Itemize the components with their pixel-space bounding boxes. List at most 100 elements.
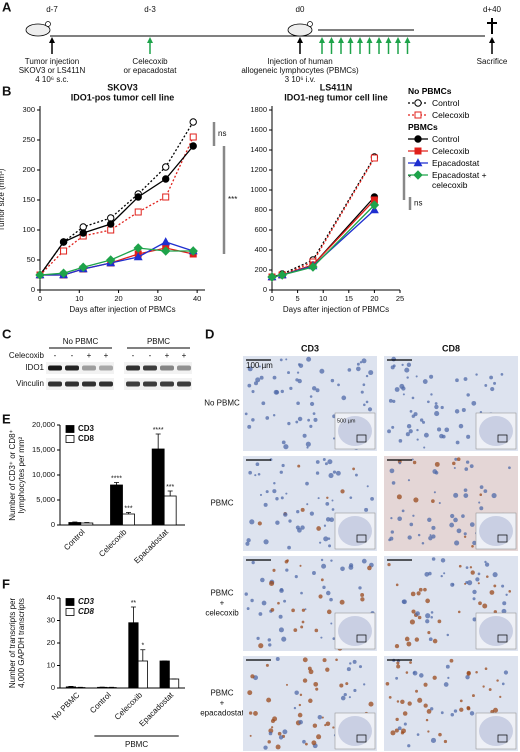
cell xyxy=(400,731,405,735)
cell xyxy=(272,716,278,722)
scale-label: 100 µm xyxy=(246,361,273,370)
cell xyxy=(493,584,497,588)
cell xyxy=(404,367,410,373)
cell xyxy=(263,539,269,545)
bar xyxy=(65,686,77,689)
cell xyxy=(499,695,502,699)
axis xyxy=(271,106,400,291)
cell xyxy=(305,441,311,447)
legend-entry: Control xyxy=(408,134,518,144)
cell xyxy=(288,519,292,523)
legend-sample xyxy=(408,158,428,167)
cell xyxy=(490,386,495,392)
cell xyxy=(453,517,458,523)
cell xyxy=(311,386,317,391)
marker xyxy=(189,142,197,150)
cell xyxy=(297,528,302,533)
cell xyxy=(356,362,360,366)
cell xyxy=(401,599,406,604)
cell xyxy=(471,400,477,406)
cell xyxy=(261,401,266,406)
cell xyxy=(454,457,458,461)
cell xyxy=(258,643,264,649)
cell xyxy=(407,701,412,706)
y-tick-label: 40 xyxy=(47,593,55,602)
cell xyxy=(457,610,461,614)
cell xyxy=(341,395,347,401)
cell xyxy=(466,706,471,711)
cell xyxy=(312,412,316,416)
cell xyxy=(279,588,284,592)
y-axis-label: 4,000 GAPDH transcripts xyxy=(17,598,26,688)
cell xyxy=(354,473,358,477)
error-bar xyxy=(140,649,146,661)
legend-sample xyxy=(408,135,428,143)
series-line xyxy=(271,196,375,278)
y-tick-label: 1200 xyxy=(250,165,267,174)
y-tick-label: 200 xyxy=(254,265,267,274)
significance-label: ns xyxy=(414,199,422,208)
cell xyxy=(402,711,408,716)
cell xyxy=(489,590,495,595)
cell xyxy=(367,407,373,412)
cell xyxy=(407,744,411,748)
cell xyxy=(272,375,277,380)
cell xyxy=(339,683,344,688)
legend-label: CD3 xyxy=(78,597,95,606)
cell xyxy=(456,528,462,534)
cell xyxy=(267,740,271,744)
y-tick-label: 0 xyxy=(263,285,267,294)
y-tick-label: 10,000 xyxy=(32,470,55,479)
cell xyxy=(425,613,431,619)
cell xyxy=(332,637,336,641)
significance-label: *** xyxy=(124,505,132,512)
y-axis-label: Tumor size (mm³) xyxy=(0,168,6,231)
cell xyxy=(254,474,257,477)
inset-tissue xyxy=(338,516,372,546)
cell xyxy=(360,390,364,394)
cell xyxy=(321,563,327,569)
blot-sign: + xyxy=(87,351,92,360)
timeline-text: Tumor injection xyxy=(25,57,79,66)
cell xyxy=(489,375,494,380)
significance-label: ns xyxy=(218,129,226,138)
cell xyxy=(387,562,391,567)
cell xyxy=(406,362,412,367)
legend-swatch xyxy=(65,425,75,433)
cell xyxy=(469,464,474,469)
cell xyxy=(301,608,306,612)
cell xyxy=(287,421,291,426)
marker xyxy=(161,237,171,246)
cell xyxy=(409,522,414,527)
x-tick-label: Epacadostat xyxy=(137,690,175,728)
cell xyxy=(278,627,284,633)
mouse-icon xyxy=(25,23,51,37)
y-tick-label: 0 xyxy=(51,683,55,692)
blot-sign: - xyxy=(149,351,152,360)
x-tick-label: 10 xyxy=(319,294,327,303)
cell xyxy=(478,501,481,504)
cell xyxy=(428,637,433,642)
timeline-text: SKOV3 or LS411N xyxy=(19,66,86,75)
cell xyxy=(444,427,450,433)
cell xyxy=(443,739,448,744)
y-tick-label: 800 xyxy=(254,205,267,214)
marker xyxy=(414,135,422,143)
cell xyxy=(297,363,301,366)
cell xyxy=(255,462,260,467)
chart-title: LS411N xyxy=(320,82,353,92)
cell xyxy=(319,368,325,374)
blot-band xyxy=(82,365,96,371)
cell xyxy=(432,675,437,680)
cell xyxy=(438,732,442,737)
cell xyxy=(478,601,482,606)
cell xyxy=(429,534,432,537)
cell xyxy=(325,721,331,727)
y-tick-label: 20,000 xyxy=(32,420,55,429)
cell xyxy=(401,509,405,513)
cell xyxy=(450,712,455,717)
panel-letter: A xyxy=(2,0,12,14)
cell xyxy=(450,513,455,519)
cell xyxy=(312,723,318,728)
cell xyxy=(286,559,289,562)
